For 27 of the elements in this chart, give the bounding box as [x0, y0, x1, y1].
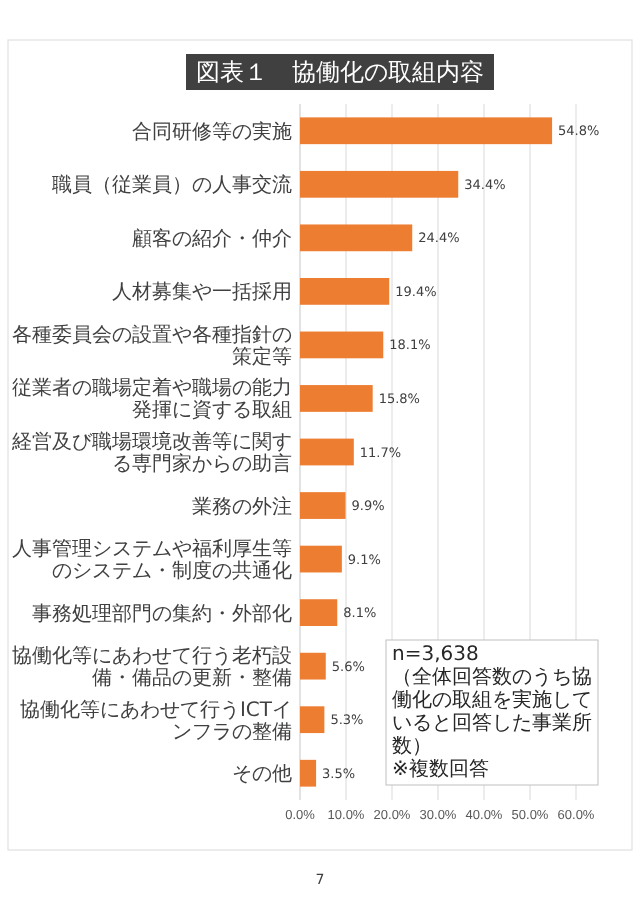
y-tick-label: 職員（従業員）の人事交流 — [52, 173, 292, 198]
y-tick-label: 協働化等にあわせて行う老朽設備・備品の更新・整備 — [12, 644, 292, 691]
y-tick-label: 経営及び職場環境改善等に関する専門家からの助言 — [10, 430, 292, 476]
bar — [300, 438, 354, 466]
bar — [300, 492, 346, 519]
bar — [300, 278, 390, 305]
y-tick-label: 各種委員会の設置や各種指針の策定等 — [12, 322, 292, 369]
y-tick-label: 業務の外注 — [192, 494, 292, 519]
bar — [300, 170, 459, 198]
bar — [300, 706, 325, 734]
y-tick-label: その他 — [232, 762, 292, 787]
y-tick-label: 顧客の紹介・仲介 — [132, 226, 292, 251]
bar — [300, 385, 373, 412]
bar — [300, 652, 326, 680]
chart-title: 図表１ 協働化の取組内容 — [196, 58, 484, 86]
y-tick-label: 人事管理システムや福利厚生等のシステム・制度の共通化 — [12, 537, 292, 584]
y-tick-label: 合同研修等の実施 — [132, 119, 292, 144]
y-tick-label: 事務処理部門の集約・外部化 — [32, 601, 292, 626]
bar — [300, 599, 338, 626]
y-tick-label: 人材募集や一括採用 — [112, 280, 292, 305]
y-tick-label: 協働化等にあわせて行うICTインフラの整備 — [19, 697, 292, 744]
bar — [300, 545, 342, 573]
bar — [300, 331, 384, 359]
bar — [300, 759, 317, 787]
bar — [300, 224, 413, 252]
y-tick-label: 従業者の職場定着や職場の能力発揮に資する取組 — [12, 376, 292, 423]
bar — [300, 117, 553, 145]
